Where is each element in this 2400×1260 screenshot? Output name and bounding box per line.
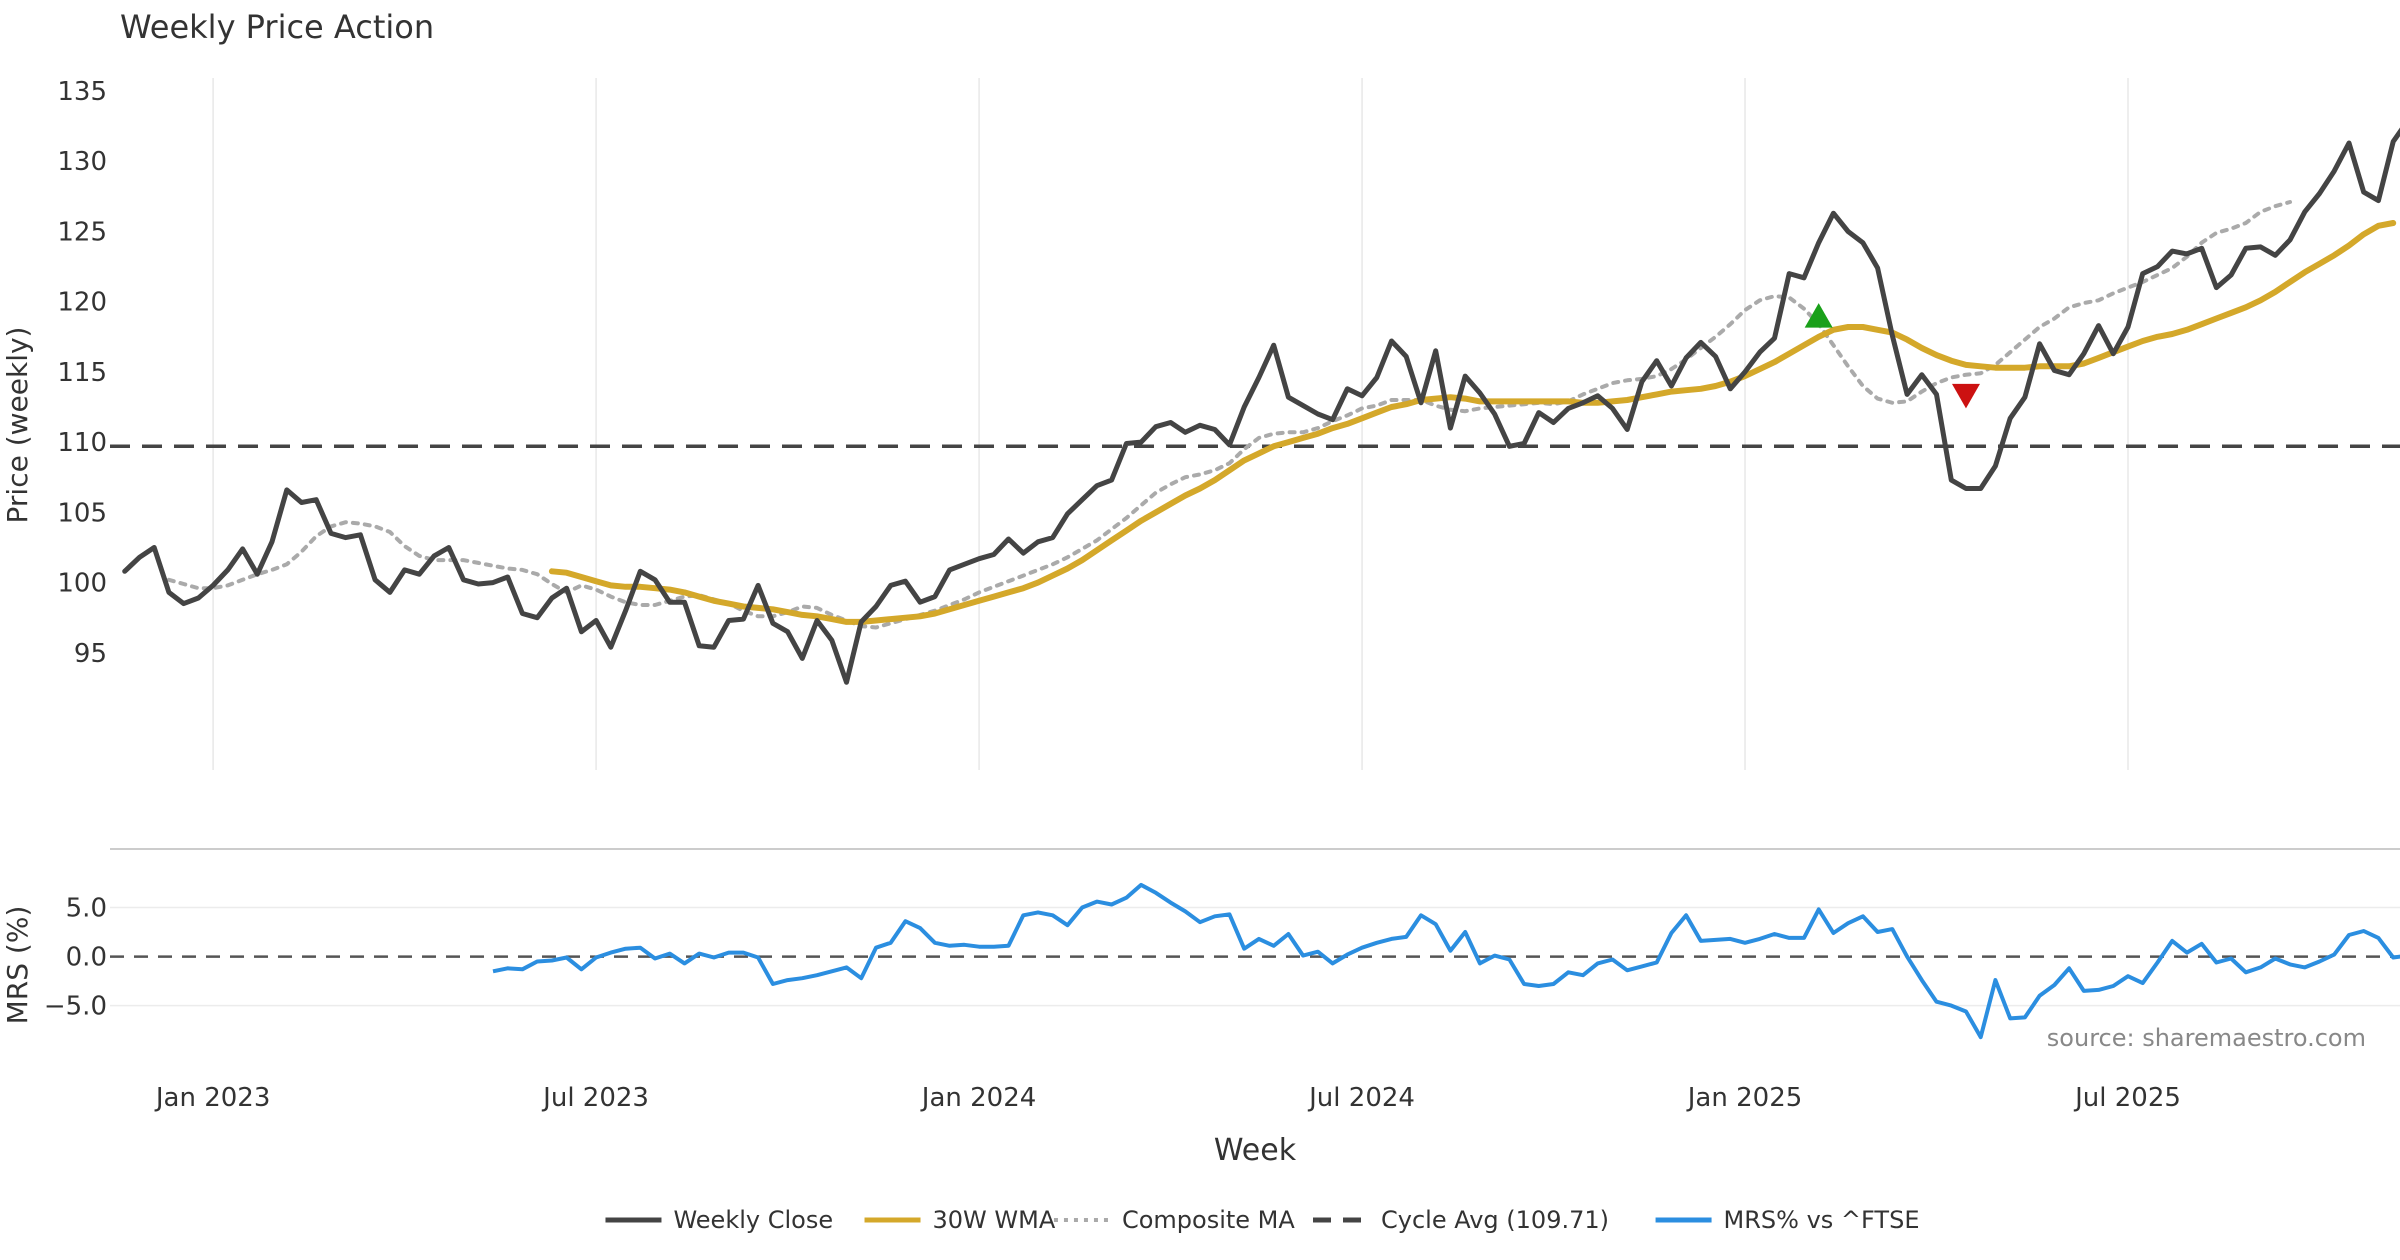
legend-label: 30W WMA: [933, 1206, 1056, 1234]
price-y-tick-label: 135: [57, 77, 107, 107]
signal-markers: [1804, 303, 1980, 409]
x-tick-label: Jul 2023: [541, 1083, 649, 1113]
legend-item: MRS% vs ^FTSE: [1655, 1206, 1920, 1234]
legend-label: Weekly Close: [673, 1206, 833, 1234]
x-tick-label: Jan 2023: [154, 1083, 271, 1113]
legend-item: Cycle Avg (109.71): [1313, 1206, 1609, 1234]
mrs-line: [492, 882, 2400, 1040]
source-annotation: source: sharemaestro.com: [2047, 1024, 2366, 1052]
mrs-y-ticks: 5.0 0.0 −5.0: [44, 893, 107, 1021]
x-tick-label: Jan 2024: [920, 1083, 1037, 1113]
price-y-tick-label: 120: [57, 288, 107, 318]
buy-signal-marker: [1804, 303, 1833, 328]
legend-item: Weekly Close: [605, 1206, 833, 1234]
legend-label: MRS% vs ^FTSE: [1724, 1206, 1920, 1234]
price-y-tick-label: 130: [57, 147, 107, 177]
price-y-tick-label: 95: [74, 639, 107, 669]
mrs-gridlines: [110, 906, 2400, 1007]
mrs-y-axis-label: MRS (%): [1, 906, 34, 1025]
legend-label: Cycle Avg (109.71): [1381, 1206, 1609, 1234]
weekly-close-line: [122, 127, 2400, 685]
x-ticks: Jan 2023 Jul 2023 Jan 2024 Jul 2024 Jan 2025…: [154, 1083, 2181, 1113]
legend: Weekly Close 30W WMA Composite MA Cycle Avg…: [605, 1206, 1919, 1234]
mrs-y-tick-label: 5.0: [66, 893, 107, 923]
mrs-y-tick-label: −5.0: [44, 992, 107, 1022]
price-y-ticks: 95 100 105 110 115 120 125 130 135: [57, 77, 107, 669]
legend-label: Composite MA: [1122, 1206, 1295, 1234]
legend-item: Composite MA: [1053, 1206, 1295, 1234]
price-y-tick-label: 105: [57, 498, 107, 528]
mrs-y-tick-label: 0.0: [66, 943, 107, 973]
legend-item: 30W WMA: [864, 1206, 1056, 1234]
price-series-group: [110, 127, 2400, 685]
composite-ma-line: [166, 200, 2292, 630]
x-tick-label: Jul 2024: [1307, 1083, 1415, 1113]
x-tick-label: Jan 2025: [1686, 1083, 1803, 1113]
x-tick-label: Jul 2025: [2073, 1083, 2181, 1113]
price-y-axis-label: Price (weekly): [1, 327, 34, 524]
price-gridlines: [212, 78, 2129, 770]
mrs-series-group: [110, 882, 2400, 1040]
price-y-tick-label: 125: [57, 217, 107, 247]
chart-title: Weekly Price Action: [120, 8, 434, 46]
price-y-tick-label: 110: [57, 428, 107, 458]
price-y-tick-label: 115: [57, 358, 107, 388]
price-y-tick-label: 100: [57, 569, 107, 599]
x-axis-label: Week: [1214, 1133, 1297, 1168]
sell-signal-marker: [1951, 383, 1980, 409]
